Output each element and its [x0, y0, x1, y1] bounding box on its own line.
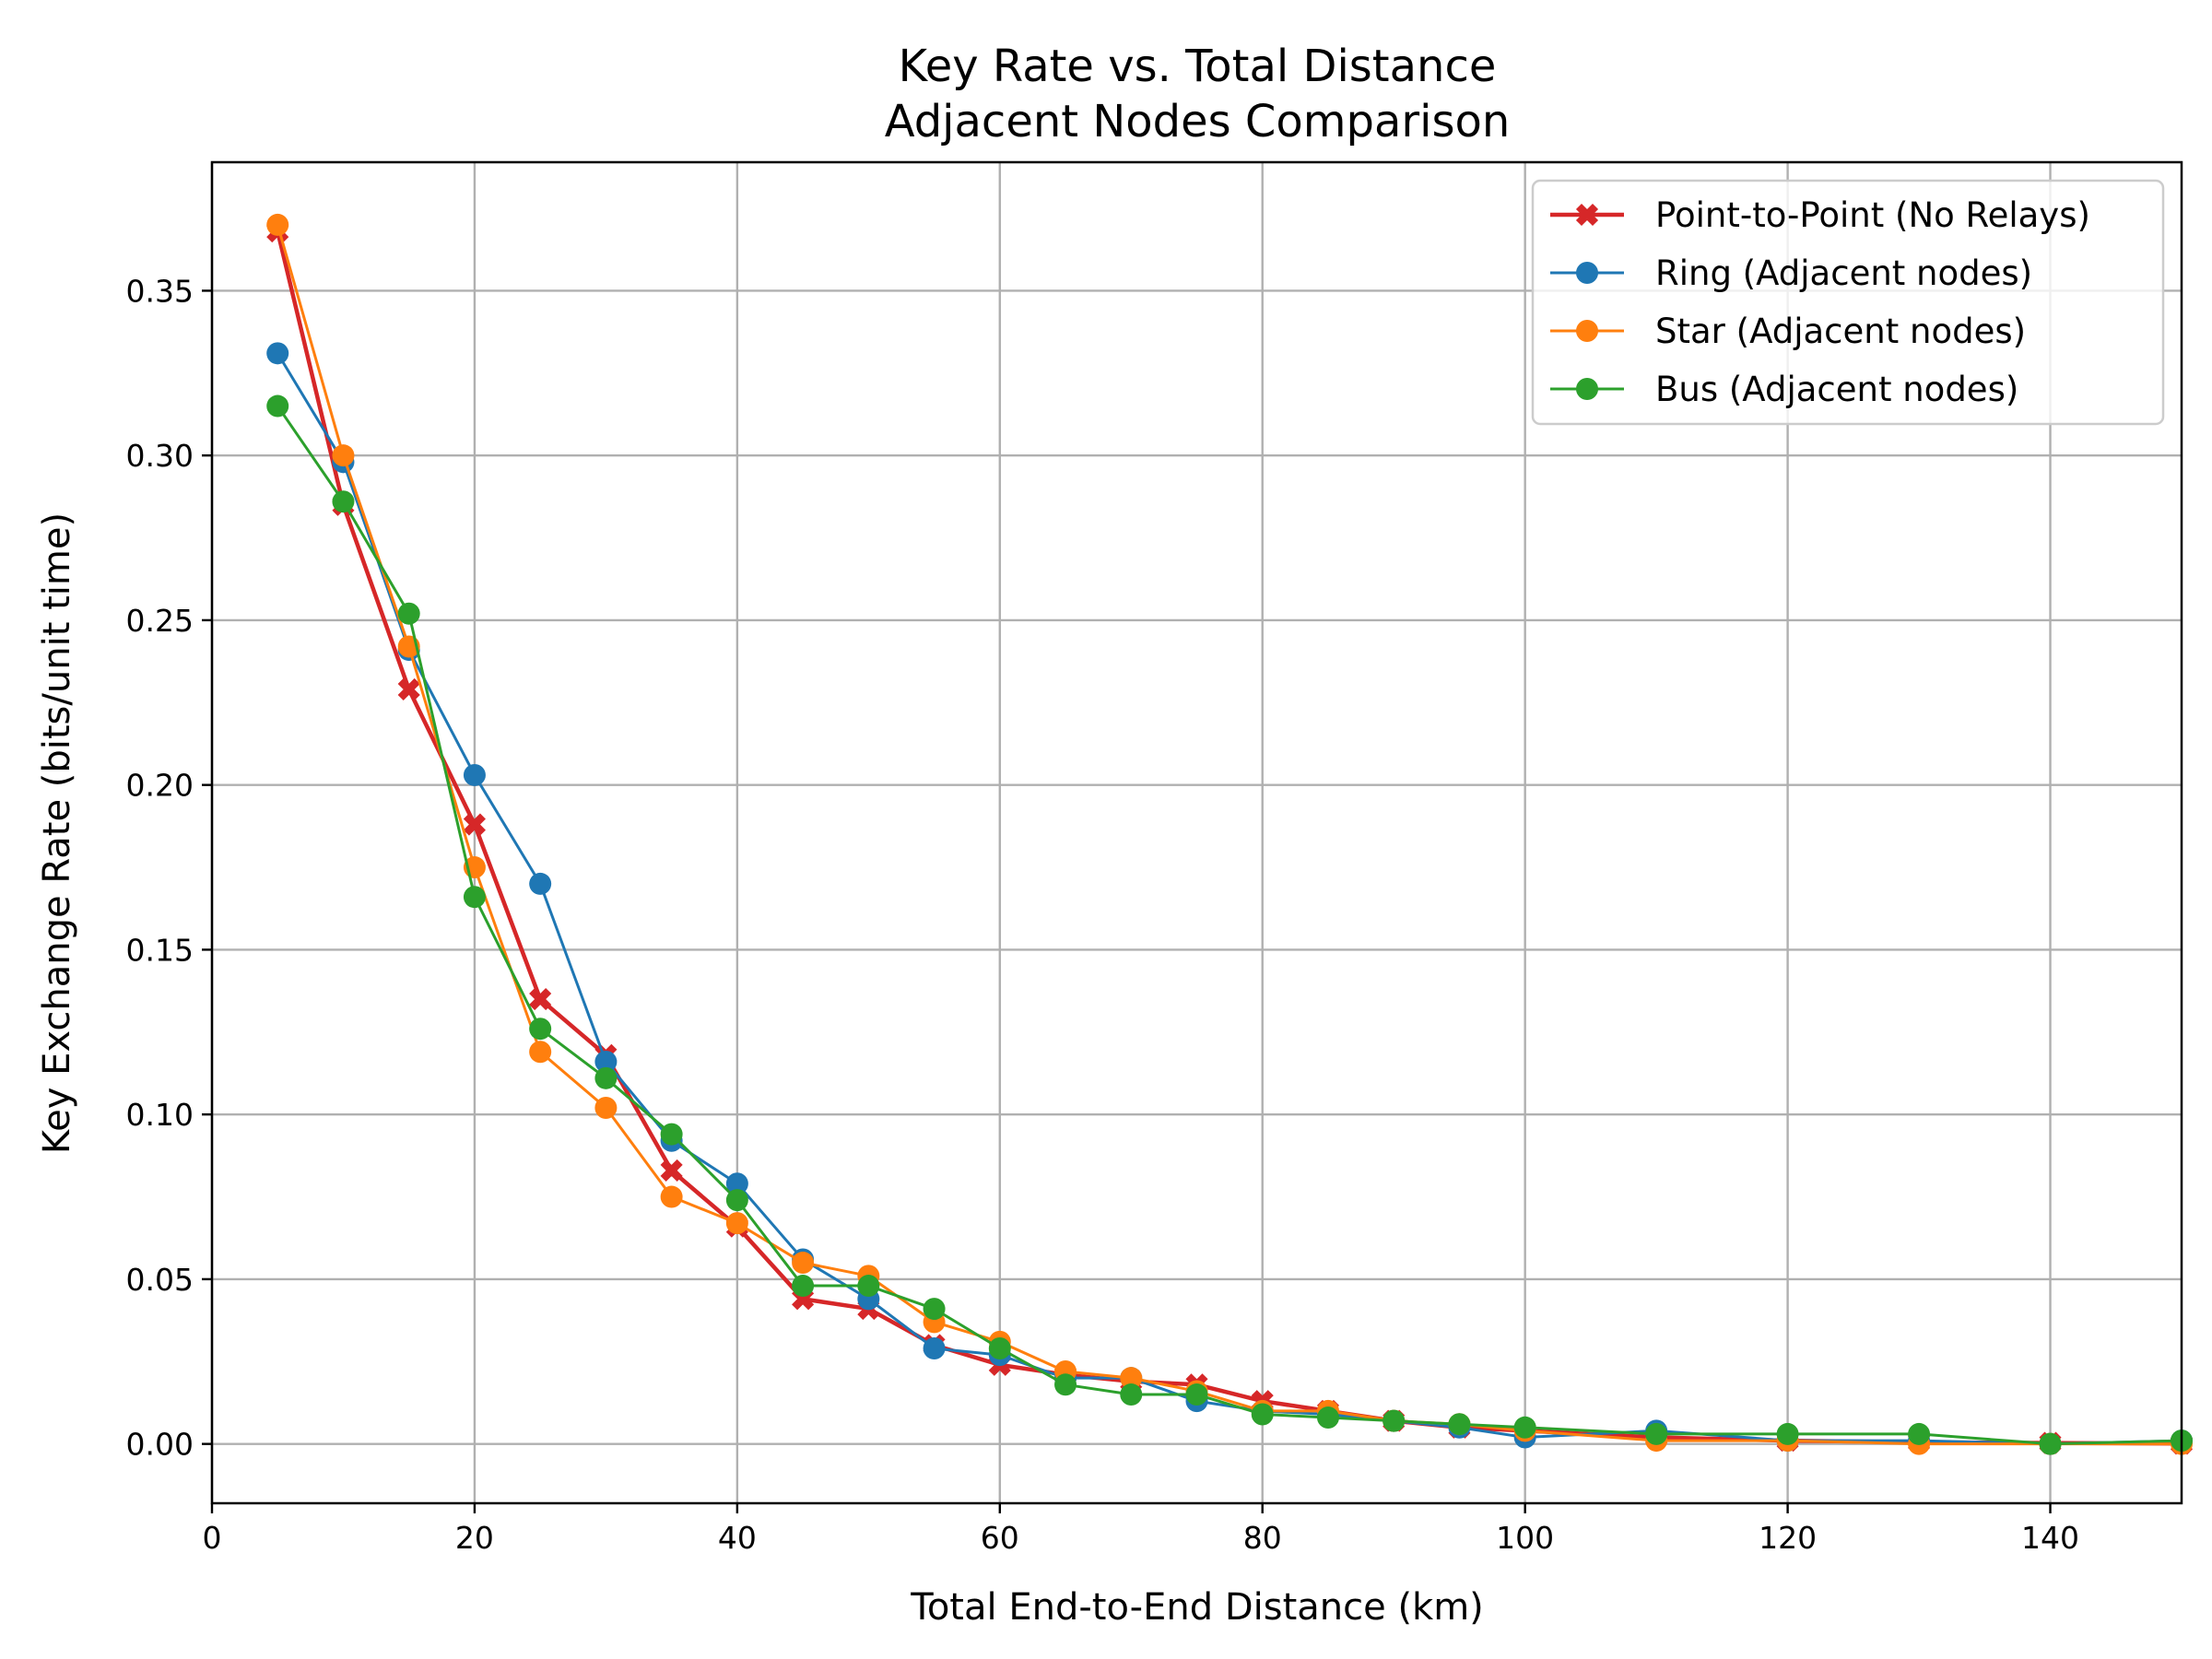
y-axis-label: Key Exchange Rate (bits/unit time): [36, 512, 78, 1154]
data-point: [1645, 1422, 1668, 1445]
x-tick-label: 100: [1496, 1520, 1554, 1556]
chart-subtitle: Adjacent Nodes Comparison: [885, 96, 1511, 147]
data-point: [332, 444, 355, 467]
data-point: [332, 490, 355, 513]
y-tick-label: 0.25: [126, 603, 194, 639]
legend-marker: [1575, 203, 1599, 227]
data-point: [266, 213, 289, 236]
data-point: [660, 1123, 683, 1146]
data-point: [923, 1298, 946, 1321]
legend-item: Star (Adjacent nodes): [1550, 312, 2026, 351]
legend-box: [1531, 179, 2165, 426]
data-point: [594, 1097, 618, 1120]
data-point: [266, 342, 289, 365]
data-point: [463, 886, 486, 909]
axis-ticks: 0 20 40 60 80 100 120 140 0.00 0.05 0.10 0.15 0.20 0.…: [126, 273, 2080, 1556]
x-tick-label: 120: [1759, 1520, 1817, 1556]
data-point: [1120, 1367, 1143, 1390]
data-point: [2039, 1432, 2062, 1455]
data-point: [725, 1172, 748, 1195]
y-tick-label: 0.30: [126, 438, 194, 474]
data-point: [266, 394, 289, 418]
legend-item: Bus (Adjacent nodes): [1550, 370, 2018, 409]
x-tick-label: 140: [2021, 1520, 2079, 1556]
data-point: [792, 1275, 815, 1298]
x-tick-label: 80: [1243, 1520, 1282, 1556]
data-point: [594, 1066, 618, 1089]
chart-title: Key Rate vs. Total Distance: [899, 41, 1497, 92]
x-tick-label: 0: [203, 1520, 222, 1556]
x-tick-label: 40: [718, 1520, 757, 1556]
data-point: [529, 1018, 552, 1041]
data-point: [1120, 1383, 1143, 1406]
data-point: [923, 1336, 946, 1359]
legend-item: Point-to-Point (No Relays): [1550, 195, 2090, 235]
legend: Point-to-Point (No Relays) Ring (Adjacent…: [1531, 179, 2165, 426]
data-point: [792, 1252, 815, 1275]
legend-label: Point-to-Point (No Relays): [1655, 195, 2090, 235]
data-point: [463, 763, 486, 786]
data-point: [594, 1050, 618, 1073]
x-axis-label: Total End-to-End Distance (km): [910, 1586, 1484, 1629]
y-tick-label: 0.10: [126, 1097, 194, 1133]
data-point: [988, 1336, 1011, 1359]
legend-marker: [1576, 378, 1598, 400]
x-tick-label: 20: [455, 1520, 494, 1556]
legend-label: Star (Adjacent nodes): [1655, 312, 2026, 351]
data-point: [1448, 1413, 1471, 1436]
data-point: [1185, 1383, 1208, 1406]
legend-marker: [1576, 320, 1598, 342]
data-point: [660, 1159, 683, 1182]
x-tick-label: 60: [981, 1520, 1019, 1556]
data-point: [1513, 1416, 1536, 1439]
data-point: [529, 987, 552, 1011]
data-point: [1382, 1409, 1406, 1432]
data-point: [857, 1275, 880, 1298]
data-point: [1316, 1406, 1339, 1430]
data-point: [1908, 1422, 1931, 1445]
y-tick-label: 0.15: [126, 932, 194, 968]
data-point: [397, 602, 420, 625]
y-tick-label: 0.05: [126, 1262, 194, 1298]
legend-label: Ring (Adjacent nodes): [1655, 253, 2032, 293]
data-point: [529, 872, 552, 895]
plot-series: [266, 213, 2194, 1455]
data-point: [660, 1185, 683, 1208]
legend-item: Ring (Adjacent nodes): [1550, 253, 2032, 293]
data-point: [1251, 1403, 1274, 1426]
y-tick-label: 0.20: [126, 768, 194, 804]
legend-label: Bus (Adjacent nodes): [1655, 370, 2018, 409]
legend-marker: [1576, 262, 1598, 284]
data-point: [725, 1212, 748, 1235]
data-point: [1054, 1373, 1077, 1396]
y-tick-label: 0.00: [126, 1427, 194, 1463]
data-point: [725, 1189, 748, 1212]
data-point: [529, 1041, 552, 1064]
data-point: [1776, 1422, 1799, 1445]
plot-frame: [210, 160, 2183, 1505]
y-tick-label: 0.35: [126, 273, 194, 309]
data-point: [397, 677, 420, 701]
